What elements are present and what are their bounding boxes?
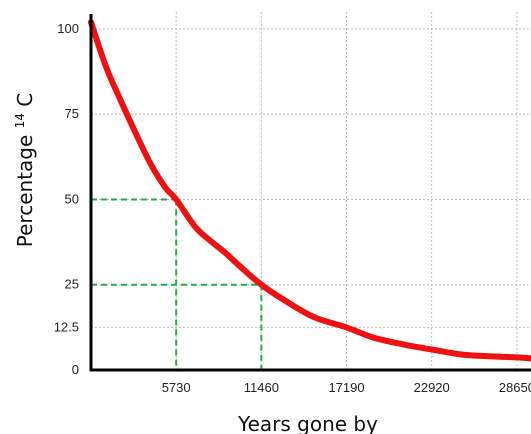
half-life-guides <box>91 198 263 370</box>
x-axis-title: Years gone by <box>237 412 378 434</box>
y-tick-labels: 0 12.5 25 50 75 100 <box>54 21 79 377</box>
axes <box>89 14 531 372</box>
x-tick-label: 5730 <box>162 380 191 395</box>
y-tick-label: 12.5 <box>54 319 79 334</box>
y-tick-label: 50 <box>65 191 79 206</box>
series-layer <box>88 19 531 362</box>
y-tick-label: 75 <box>65 106 79 121</box>
y-tick-label: 25 <box>65 277 79 292</box>
y-axis-title-prefix: Percentage <box>13 128 37 247</box>
y-tick-label: 0 <box>72 362 79 377</box>
y-axis-title-suffix: C <box>13 93 37 113</box>
decay-curve <box>88 19 531 362</box>
y-axis-title-superscript: 14 <box>13 113 27 128</box>
x-tick-label: 22920 <box>414 380 450 395</box>
x-tick-label: 17190 <box>328 380 364 395</box>
y-tick-label: 100 <box>57 21 79 36</box>
y-axis-title: Percentage 14 C <box>13 93 37 247</box>
x-tick-label: 11460 <box>244 380 279 395</box>
